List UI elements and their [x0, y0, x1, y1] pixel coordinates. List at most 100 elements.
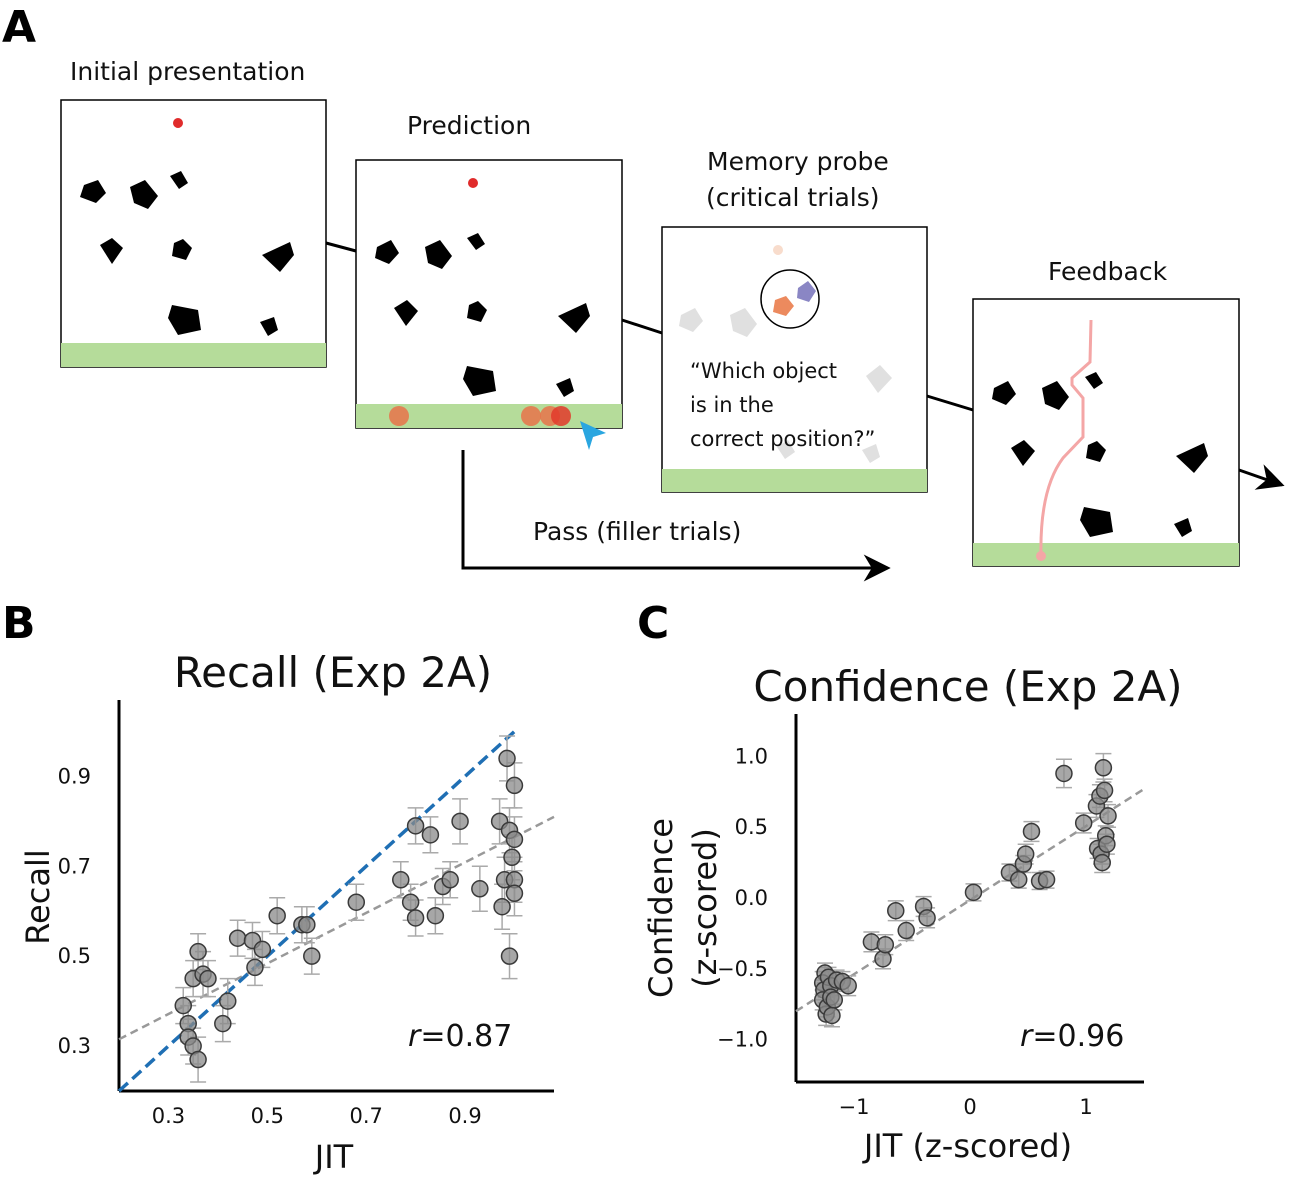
panel-a: A Pass (filler trials) Initial presentat… [2, 2, 1285, 582]
chart-b-data-point [268, 906, 286, 925]
stage-label-memory-probe-line1: Memory probe [707, 147, 889, 176]
obstacle [1086, 441, 1106, 462]
chart-b-data-point [347, 893, 366, 911]
chart-b-data-point [189, 942, 207, 961]
connector-line [621, 318, 663, 335]
chart-b-data-point [246, 958, 264, 977]
probe-circle [760, 269, 820, 329]
chart-b-x-tick-label: 0.3 [152, 1104, 185, 1128]
chart-b-x-tick-label: 0.9 [448, 1104, 481, 1128]
obstacle [260, 317, 278, 336]
chart-b-data-point [298, 915, 316, 934]
probe-option-orange[interactable] [773, 296, 794, 316]
frame-feedback [972, 298, 1240, 567]
obstacle [558, 303, 590, 333]
chart-b-data-point [406, 909, 425, 927]
obstacle [556, 378, 574, 397]
panel-c-letter: C [637, 598, 669, 649]
chart-c-data-point [1009, 870, 1028, 889]
ghost-obstacle [730, 308, 757, 337]
prediction-marker [521, 406, 541, 426]
chart-b-data-point [421, 826, 440, 844]
chart-b-data-point [392, 871, 410, 889]
chart-b-data-point [401, 893, 420, 911]
chart-b-data-point [498, 749, 516, 768]
obstacle [1042, 381, 1069, 410]
obstacle [425, 240, 452, 269]
chart-c-data-point [1022, 822, 1041, 841]
obstacle [100, 238, 123, 264]
trajectory [1039, 319, 1093, 557]
chart-c-data-point [825, 991, 844, 1009]
pass-arrow [461, 450, 891, 582]
obstacle [1085, 372, 1103, 389]
chart-b-data-point [505, 776, 524, 795]
ghost-obstacle [777, 440, 795, 459]
chart-c-xlabel: JIT (z-scored) [862, 1127, 1072, 1165]
chart-b-y-tick-label: 0.3 [58, 1034, 91, 1058]
chart-b-xlabel: JIT [313, 1138, 354, 1176]
chart-b-plot: 0.3 0.5 0.7 0.9 0.3 0.5 0.7 0.9 [58, 700, 555, 1128]
ball [173, 118, 183, 128]
chart-b-data-point [174, 996, 193, 1015]
chart-c-data-point [897, 921, 915, 940]
ground [61, 343, 326, 367]
chart-c-x-tick-label: −1 [839, 1095, 870, 1119]
frame-memory-probe: “Which object is in the correct position… [661, 226, 928, 493]
prediction-marker [389, 406, 409, 426]
chart-c-data-point [823, 1006, 841, 1025]
chart-c-data-point [918, 909, 936, 927]
ground [662, 469, 927, 492]
ground [973, 543, 1239, 566]
obstacle [1011, 440, 1035, 466]
chart-c-data-point [1099, 807, 1117, 825]
chart-c-data-point [1094, 759, 1113, 777]
chart-b-data-point [441, 871, 459, 889]
chart-c-data-point [874, 950, 892, 968]
chart-c-x-tick-label: 0 [963, 1095, 976, 1119]
chart-c-title: Confidence (Exp 2A) [753, 662, 1182, 711]
probe-question-line2: is in the [690, 393, 774, 417]
obstacle [80, 180, 106, 203]
pass-label: Pass (filler trials) [533, 517, 741, 546]
chart-c-y-tick-label: 0.5 [735, 815, 768, 839]
probe-question-line1: “Which object [690, 359, 837, 383]
final-ball [1036, 551, 1046, 561]
frame-prediction [355, 159, 623, 450]
chart-b-data-point [214, 1014, 232, 1033]
ball-faded [773, 245, 783, 255]
obstacle [172, 239, 192, 260]
stage-label-prediction: Prediction [407, 111, 531, 140]
stage-label-memory-probe-line2: (critical trials) [706, 183, 880, 212]
chart-c-x-tick-label: 1 [1079, 1095, 1092, 1119]
chart-b-data-point [503, 848, 521, 867]
chart-c-data-point [1095, 781, 1114, 800]
stage-label-feedback: Feedback [1048, 257, 1168, 286]
chart-b-title: Recall (Exp 2A) [174, 648, 492, 697]
probe-option-purple[interactable] [797, 281, 816, 302]
cursor-icon [580, 421, 606, 450]
obstacle [467, 301, 487, 322]
chart-c-data-point [1074, 814, 1093, 832]
chart-c-data-point [876, 935, 895, 954]
obstacle [992, 381, 1016, 405]
chart-c-data-point [1098, 835, 1116, 853]
chart-b-data-point [493, 897, 511, 916]
chart-b-data-point [253, 940, 272, 959]
chart-c-y-tick-label: 0.0 [735, 886, 768, 910]
chart-b-r-annotation: r=0.87 [408, 1019, 512, 1054]
obstacle [170, 171, 188, 189]
frame-initial-presentation [60, 99, 327, 368]
chart-b-data-point [228, 929, 247, 947]
connector-line [325, 241, 357, 253]
obstacle [1174, 518, 1192, 537]
chart-b-data-point [406, 817, 425, 835]
ghost-obstacle [862, 444, 880, 463]
chart-c-data-point [1037, 870, 1056, 889]
chart-c-data-point [1055, 764, 1073, 783]
chart-b-data-point [500, 947, 519, 965]
chart-b-y-tick-label: 0.5 [58, 944, 91, 968]
obstacle [463, 366, 496, 396]
stage-label-initial: Initial presentation [70, 57, 305, 86]
